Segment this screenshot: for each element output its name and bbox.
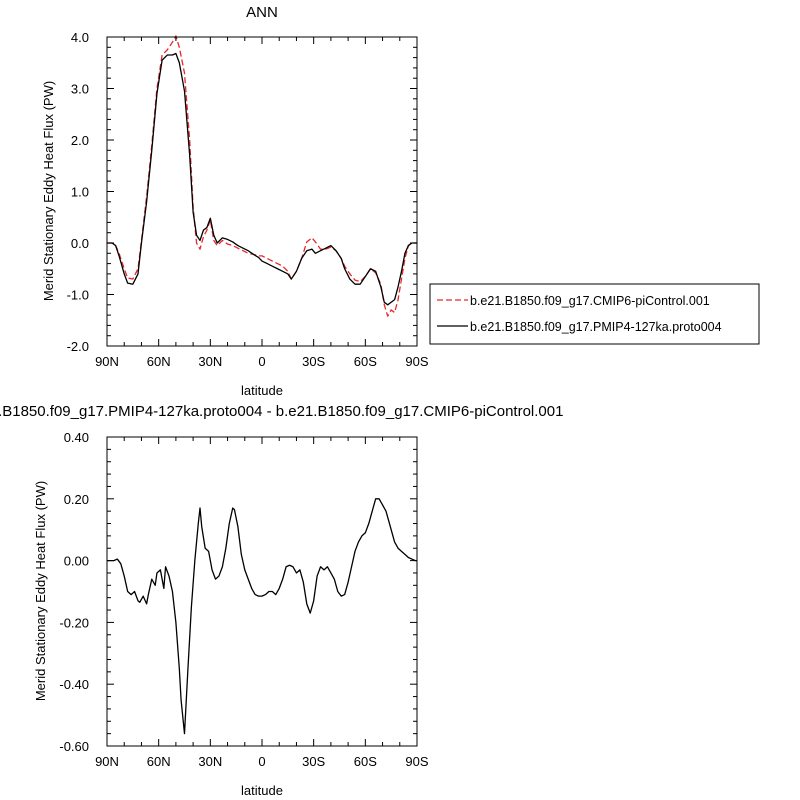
y-tick-label: -2.0 [67,339,89,354]
top-chart-title: ANN [246,4,278,21]
y-tick-label: 0.00 [64,554,89,569]
series-line-1 [107,52,417,306]
y-tick-label: 4.0 [71,30,89,45]
y-tick-label: 3.0 [71,82,89,97]
x-tick-label: 90S [405,354,428,369]
top-ticks-layer: 90N 60N 30N 0 30S 60S 90S -2.0 -1.0 0.0 1.0 2.0 3.0 4… [67,30,429,369]
series-line-0 [107,498,417,735]
legend-label-1: b.e21.B1850.f09_g17.PMIP4-127ka.proto004 [470,320,722,334]
top-panel: ANN 90N 60N 30N 0 30S 60S 90S -2.0 -1.0 0.0 1.0 2.0… [41,4,760,398]
series-line-0 [107,35,417,317]
x-tick-label: 30S [302,354,325,369]
bottom-panel: b.e21.B1850.f09_g17.PMIP4-127ka.proto004… [0,403,563,798]
y-tick-label: -0.60 [59,739,89,754]
top-x-axis-label: latitude [241,383,283,398]
x-tick-label: 60S [354,754,377,769]
legend-box [429,283,760,345]
y-tick-label: 2.0 [71,133,89,148]
x-tick-label: 30S [302,754,325,769]
y-tick-label: -1.0 [67,288,89,303]
y-tick-label: 0.0 [71,236,89,251]
top-plot-frame [106,36,418,347]
top-y-axis-label: Merid Stationary Eddy Heat Flux (PW) [41,81,56,301]
bottom-plot-frame [106,436,418,747]
x-tick-label: 30N [198,354,222,369]
x-tick-label: 0 [258,754,265,769]
bottom-chart-title: b.e21.B1850.f09_g17.PMIP4-127ka.proto004… [0,403,563,420]
x-tick-label: 90S [405,754,428,769]
y-tick-label: -0.20 [59,615,89,630]
x-tick-label: 30N [198,754,222,769]
y-tick-label: 0.20 [64,492,89,507]
legend-label-0: b.e21.B1850.f09_g17.CMIP6-piControl.001 [470,294,710,308]
x-tick-label: 90N [95,354,119,369]
bottom-x-axis-label: latitude [241,783,283,798]
x-tick-label: 60S [354,354,377,369]
x-tick-label: 0 [258,354,265,369]
legend: b.e21.B1850.f09_g17.CMIP6-piControl.001b… [429,283,760,345]
bottom-ticks-layer: 90N 60N 30N 0 30S 60S 90S -0.60 -0.40 -0.20 0.00 0.… [59,430,429,769]
top-series-layer [107,35,417,317]
y-tick-label: -0.40 [59,677,89,692]
y-tick-label: 1.0 [71,185,89,200]
x-tick-label: 60N [147,354,171,369]
bottom-series-layer [107,498,417,735]
y-tick-label: 0.40 [64,430,89,445]
x-tick-label: 60N [147,754,171,769]
bottom-y-axis-label: Merid Stationary Eddy Heat Flux (PW) [33,481,48,701]
x-tick-label: 90N [95,754,119,769]
